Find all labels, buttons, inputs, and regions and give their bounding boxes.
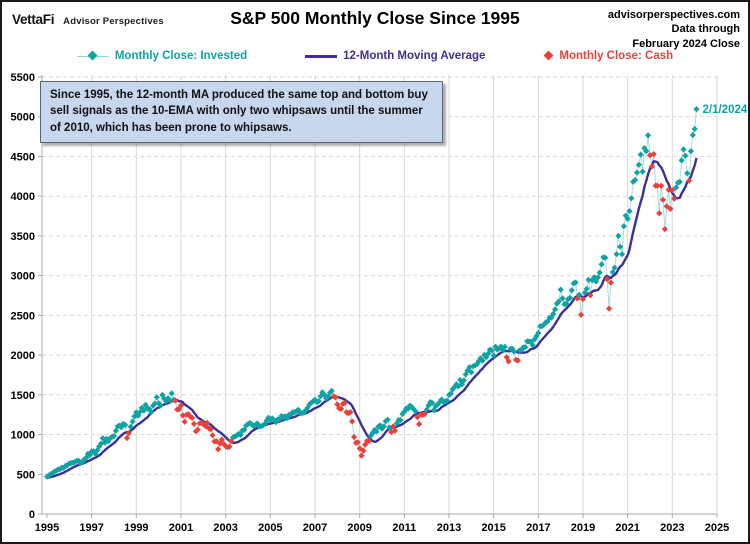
svg-text:2500: 2500 [11,310,35,322]
monthly-close-markers [43,106,700,480]
logo-primary-text: VettaFi [12,12,55,27]
svg-text:2025: 2025 [705,522,729,534]
last-point-date-callout: 2/1/2024 [703,104,748,116]
axes [41,75,717,515]
svg-text:2023: 2023 [660,522,684,534]
svg-text:1997: 1997 [79,522,103,534]
legend-label-invested: Monthly Close: Invested [114,50,248,62]
svg-text:2005: 2005 [258,522,282,534]
svg-text:5500: 5500 [11,72,35,84]
legend-item-invested: Monthly Close: Invested [76,50,248,62]
legend-label-cash: Monthly Close: Cash [559,50,674,62]
source-close-date: February 2024 Close [632,37,740,50]
cash-diamond-icon [543,50,554,61]
source-attribution: advisorperspectives.com Data through Feb… [608,8,740,51]
svg-text:3000: 3000 [11,271,35,283]
svg-text:4000: 4000 [11,191,35,203]
svg-text:4500: 4500 [11,152,35,164]
svg-text:500: 500 [17,469,35,481]
svg-text:2013: 2013 [437,522,461,534]
svg-text:3500: 3500 [11,231,35,243]
page-title: S&P 500 Monthly Close Since 1995 [230,8,520,28]
moving-average-line [46,157,698,479]
svg-text:2011: 2011 [392,522,416,534]
svg-text:2007: 2007 [303,522,327,534]
logo-secondary-text: Advisor Perspectives [63,16,164,27]
legend-label-moving-average: 12-Month Moving Average [343,50,486,62]
svg-text:2001: 2001 [169,522,193,534]
invested-diamond-line-icon [76,50,109,61]
svg-text:5000: 5000 [11,112,35,124]
legend-item-moving-average: 12-Month Moving Average [305,50,485,62]
chart-legend: Monthly Close: Invested 12-Month Moving … [2,50,748,62]
moving-average-line-icon [305,52,338,61]
svg-text:1500: 1500 [11,390,35,402]
svg-text:2017: 2017 [526,522,550,534]
svg-text:1000: 1000 [11,430,35,442]
vertical-gridlines [91,75,718,514]
vettafi-logo: VettaFi Advisor Perspectives [12,11,164,29]
svg-text:2009: 2009 [347,522,371,534]
legend-item-cash: Monthly Close: Cash [543,50,673,62]
x-axis-ticks: 1995 1997 1999 2001 2003 2005 2007 2009 2011 2013… [35,514,729,534]
annotation-box: Since 1995, the 12-month MA produced the… [40,81,443,143]
y-axis-ticks: 0 500 1000 1500 2000 2500 3000 3500 4000 4500 5000… [11,72,42,521]
svg-text:2000: 2000 [11,350,35,362]
svg-text:2019: 2019 [571,522,595,534]
source-url: advisorperspectives.com [607,9,740,21]
annotation-text: Since 1995, the 12-month MA produced the… [50,89,428,134]
svg-text:2021: 2021 [615,522,639,534]
source-data-through: Data through [671,23,740,36]
svg-text:0: 0 [29,509,35,521]
svg-text:2015: 2015 [481,522,505,534]
svg-text:2003: 2003 [213,522,237,534]
svg-text:1995: 1995 [35,522,59,534]
monthly-close-connector-line [46,109,697,478]
svg-text:1999: 1999 [124,522,148,534]
